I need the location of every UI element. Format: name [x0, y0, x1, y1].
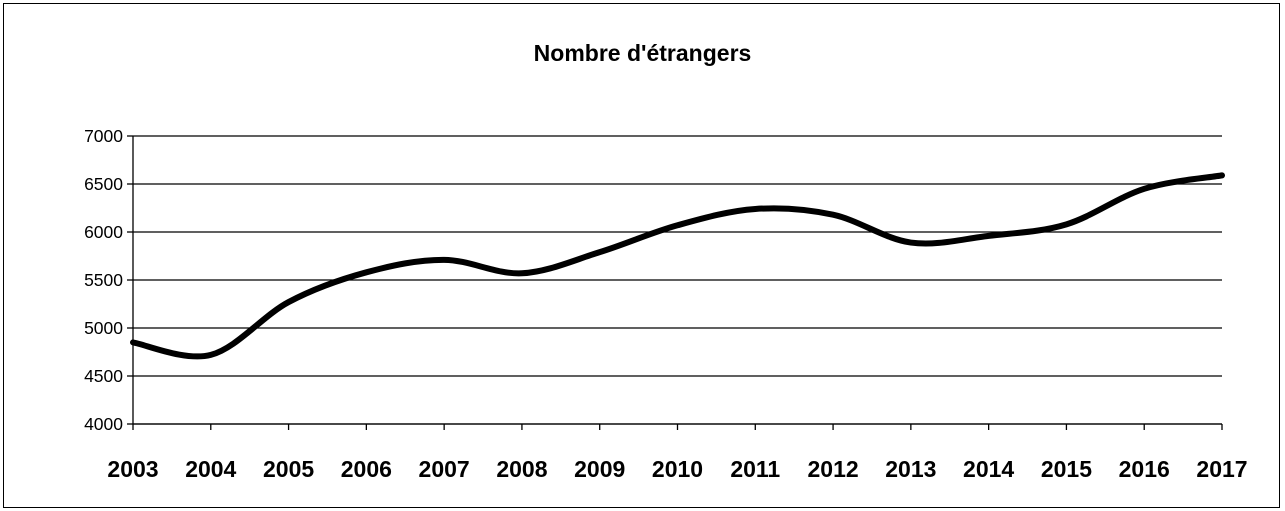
- x-tick-label: 2015: [1041, 456, 1092, 482]
- data-point: [675, 222, 681, 228]
- data-point: [1219, 172, 1225, 178]
- data-point: [830, 212, 836, 218]
- data-point: [908, 240, 914, 246]
- y-tick-label: 5000: [84, 318, 123, 338]
- x-tick-label: 2009: [574, 456, 625, 482]
- y-tick-label: 4500: [84, 366, 123, 386]
- data-point: [1063, 221, 1069, 227]
- data-point: [363, 269, 369, 275]
- x-tick-label: 2005: [263, 456, 314, 482]
- y-tick-label: 5500: [84, 270, 123, 290]
- data-point: [986, 233, 992, 239]
- x-tick-label: 2004: [185, 456, 236, 482]
- data-point: [597, 249, 603, 255]
- x-tick-label: 2011: [730, 456, 780, 482]
- data-point: [519, 270, 525, 276]
- x-tick-label: 2003: [107, 456, 158, 482]
- data-point: [130, 339, 136, 345]
- chart-frame: [3, 3, 1280, 508]
- data-point: [752, 206, 758, 212]
- x-tick-label: 2008: [496, 456, 547, 482]
- x-tick-label: 2014: [963, 456, 1014, 482]
- data-point: [208, 352, 214, 358]
- data-point: [286, 299, 292, 305]
- x-tick-label: 2017: [1196, 456, 1247, 482]
- x-tick-label: 2006: [341, 456, 392, 482]
- chart-title: Nombre d'étrangers: [533, 40, 752, 66]
- data-point: [1141, 186, 1147, 192]
- x-tick-label: 2013: [885, 456, 936, 482]
- y-tick-label: 6500: [84, 174, 123, 194]
- x-tick-label: 2016: [1119, 456, 1170, 482]
- x-tick-label: 2012: [807, 456, 858, 482]
- y-tick-label: 6000: [84, 222, 123, 242]
- y-tick-label: 7000: [84, 126, 123, 146]
- series-line: [130, 172, 1225, 360]
- x-tick-label: 2007: [419, 456, 470, 482]
- x-tick-label: 2010: [652, 456, 703, 482]
- data-point: [441, 257, 447, 263]
- y-tick-label: 4000: [84, 414, 123, 434]
